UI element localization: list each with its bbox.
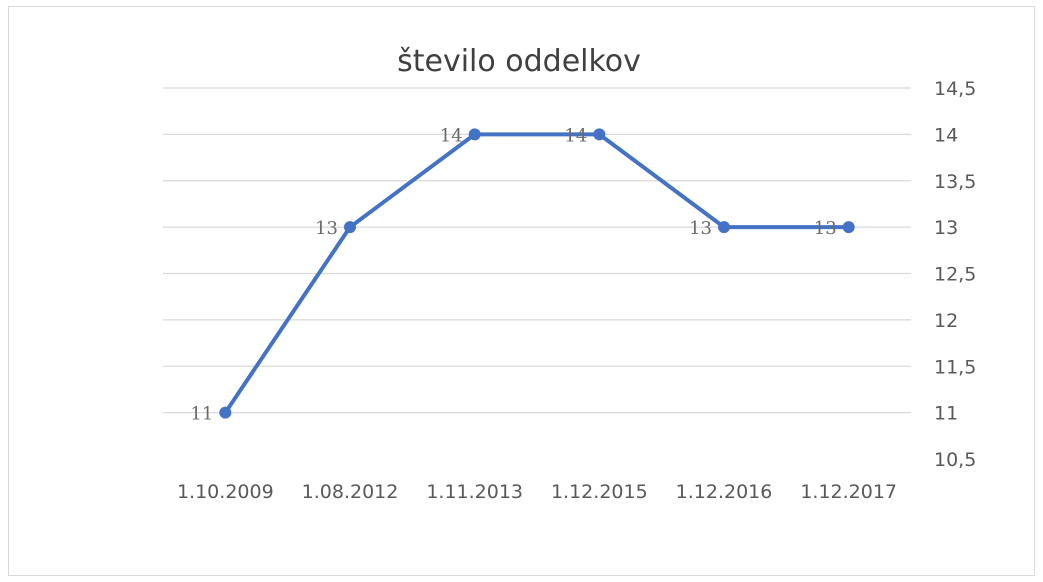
data-labels: 11 13 14 14 13 13	[190, 125, 836, 424]
y-tick-label: 13,5	[934, 171, 976, 193]
data-label: 14	[564, 125, 587, 146]
chart-title: število oddelkov	[397, 44, 641, 79]
y-tick-label: 12,5	[934, 264, 976, 286]
chart-frame	[8, 6, 1035, 576]
y-tick-label: 12	[934, 310, 958, 332]
data-label: 11	[190, 404, 213, 425]
y-tick-label: 11,5	[934, 356, 976, 378]
x-axis-labels: 1.10.2009 1.08.2012 1.11.2013 1.12.2015 1.12…	[177, 481, 897, 503]
data-label: 13	[689, 218, 712, 239]
y-tick-label: 14,5	[934, 78, 976, 100]
y-tick-label: 13	[934, 217, 958, 239]
x-tick-label: 1.11.2013	[426, 481, 523, 503]
gridlines	[163, 87, 911, 414]
x-tick-label: 1.12.2016	[676, 481, 773, 503]
data-point	[219, 406, 232, 419]
y-tick-label: 10,5	[934, 449, 976, 471]
y-tick-label: 14	[934, 124, 958, 146]
data-label: 14	[440, 125, 463, 146]
x-tick-label: 1.12.2015	[551, 481, 648, 503]
data-point	[842, 221, 855, 234]
x-tick-label: 1.08.2012	[302, 481, 399, 503]
data-point	[593, 128, 606, 141]
x-tick-label: 1.12.2017	[800, 481, 897, 503]
x-tick-label: 1.10.2009	[177, 481, 274, 503]
y-axis-labels: 10,5 11 11,5 12 12,5 13 13,5 14 14,5	[934, 78, 976, 471]
data-label: 13	[315, 218, 338, 239]
data-point	[718, 221, 730, 234]
data-point	[344, 221, 356, 234]
y-tick-label: 11	[934, 403, 958, 425]
data-point	[468, 128, 481, 141]
data-label: 13	[814, 218, 837, 239]
series-line	[223, 132, 851, 415]
series-group	[219, 128, 855, 419]
